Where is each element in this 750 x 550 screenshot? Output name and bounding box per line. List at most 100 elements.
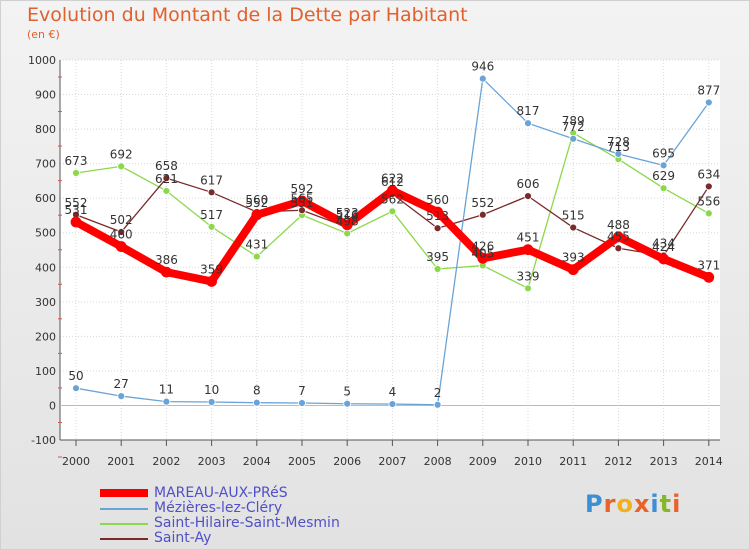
data-label: 515 [562,209,585,223]
data-label: 552 [471,196,494,210]
chart-title: Evolution du Montant de la Dette par Hab… [27,4,468,26]
data-label: 339 [517,269,540,283]
data-label: 2 [434,386,442,400]
data-label: 622 [381,172,404,186]
data-label: 562 [381,192,404,206]
data-point [72,169,80,177]
data-point [567,264,579,276]
data-label: 5 [343,385,351,399]
data-point [207,188,216,197]
data-point [704,98,713,107]
data-label: 552 [65,196,88,210]
data-label: 395 [426,250,449,264]
x-tick-label: 2000 [62,455,90,468]
data-point [659,184,668,193]
x-tick-label: 2001 [107,455,135,468]
data-point [117,392,126,401]
data-label: 552 [245,196,268,210]
data-point [252,398,261,407]
data-label: 451 [517,231,540,245]
legend-swatch [100,489,148,497]
data-label: 7 [298,384,306,398]
data-point [659,161,668,170]
legend-label: Saint-Hilaire-Saint-Mesmin [154,515,340,531]
legend-label: Mézières-lez-Cléry [154,500,283,516]
data-point [343,399,352,408]
data-label: 10 [204,383,219,397]
y-tick-label: 200 [35,330,56,343]
data-label: 488 [607,218,630,232]
data-point [162,174,171,183]
data-point [341,219,353,231]
chart-unit: (en €) [27,28,60,41]
data-label: 424 [652,240,675,254]
data-point [298,206,306,215]
data-point [522,244,534,256]
data-label: 877 [697,83,720,97]
data-point [388,207,397,216]
plot-area [60,60,720,440]
logo-letter: r [603,490,617,518]
data-label: 405 [471,247,494,261]
logo-letter: i [672,490,682,518]
data-label: 460 [110,228,133,242]
data-label: 658 [155,159,178,173]
x-tick-label: 2007 [378,455,406,468]
data-label: 713 [607,140,630,154]
data-point [386,185,398,196]
logo-letter: i [650,490,660,518]
data-point [614,244,623,253]
y-tick-label: 600 [35,192,56,205]
data-label: 455 [607,229,630,243]
data-point [162,187,171,195]
data-point [433,224,442,233]
x-tick-label: 2004 [243,455,271,468]
y-tick-label: 900 [35,89,56,102]
y-tick-label: 700 [35,158,56,171]
data-point [251,209,263,221]
data-label: 629 [652,169,675,183]
data-point [432,206,444,218]
data-label: 560 [245,193,268,207]
data-point [524,192,532,201]
data-label: 8 [253,384,261,398]
data-label: 431 [245,238,268,252]
data-label: 772 [562,120,585,134]
legend-swatch [100,508,148,510]
data-label: 516 [336,208,359,222]
data-point [296,195,308,207]
data-label: 371 [697,258,720,272]
data-label: 11 [159,383,174,397]
data-label: 692 [110,147,133,161]
data-point [298,399,306,407]
data-label: 426 [471,239,494,253]
data-point [206,276,218,287]
data-point [433,400,442,409]
data-point [162,397,171,406]
data-label: 612 [381,175,404,189]
data-point [72,384,80,393]
y-tick-label: 500 [35,227,56,240]
data-point [478,74,487,83]
data-point [207,398,216,406]
x-tick-label: 2009 [469,455,497,468]
data-label: 386 [155,253,178,267]
legend-label: MAREAU-AUX-PRéS [154,485,288,501]
data-label: 556 [697,194,720,208]
legend-swatch [100,523,148,525]
x-tick-label: 2011 [559,455,587,468]
data-point [704,209,713,218]
data-label: 565 [291,191,314,205]
data-label: 634 [697,167,720,181]
data-label: 789 [562,114,585,128]
data-point [117,228,126,236]
x-tick-label: 2006 [333,455,361,468]
logo-letter: o [616,490,634,518]
data-point [207,222,216,231]
data-label: 560 [426,193,449,207]
data-label: 617 [200,173,223,187]
data-point [433,265,442,273]
data-label: 531 [65,203,88,217]
data-point [569,134,578,143]
data-point [115,241,127,252]
